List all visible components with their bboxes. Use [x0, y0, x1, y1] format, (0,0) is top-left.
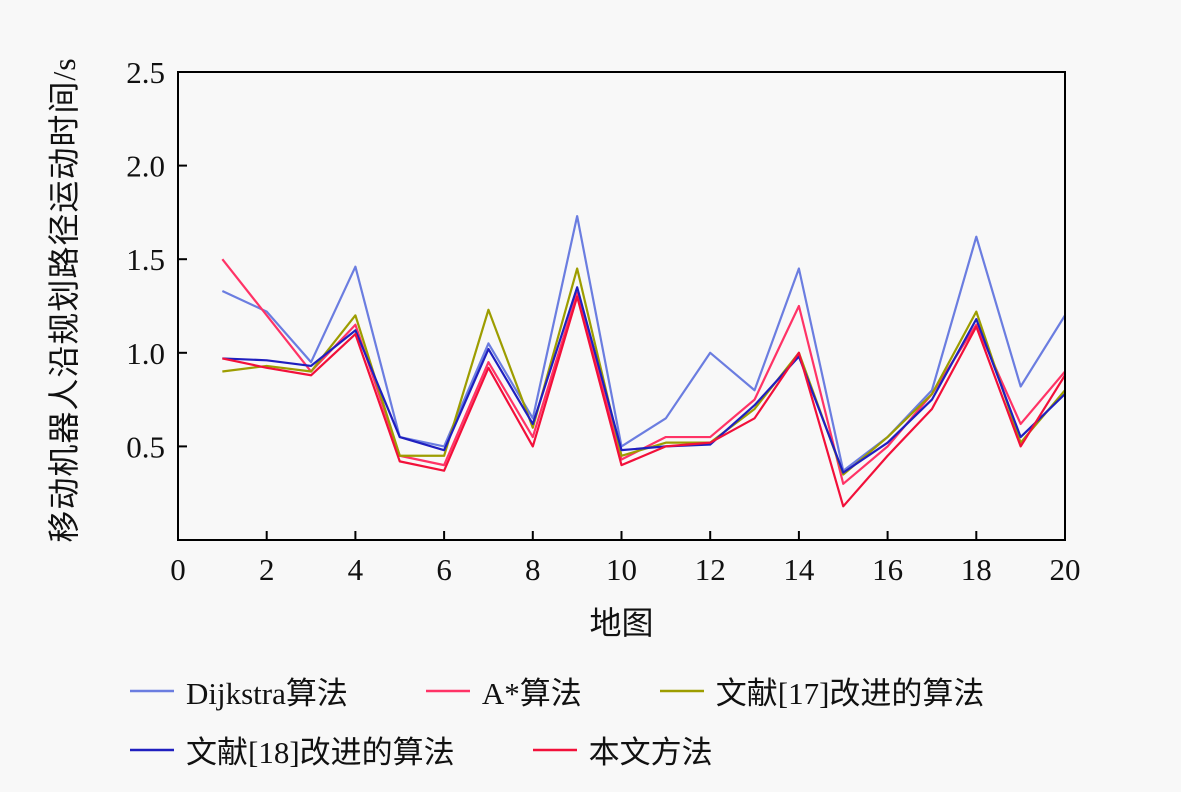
legend-line-swatch [130, 689, 174, 692]
svg-text:12: 12 [695, 552, 726, 587]
plot-area: 0 2 4 6 8 10 12 14 16 18 20 0.5 1.0 1.5 2.0 2.5 [80, 50, 1085, 610]
legend-item-dijkstra: Dijkstra算法 [130, 668, 348, 713]
legend-label: Dijkstra算法 [186, 676, 348, 711]
x-axis-label: 地图 [589, 605, 654, 641]
legend-line-swatch [425, 689, 470, 692]
legend-line-swatch [659, 689, 704, 692]
svg-text:6: 6 [436, 552, 452, 587]
svg-text:2.5: 2.5 [126, 55, 165, 90]
svg-text:4: 4 [348, 552, 364, 587]
svg-text:0.5: 0.5 [126, 429, 165, 464]
svg-text:8: 8 [525, 552, 541, 587]
legend-item-proposed: 本文方法 [532, 727, 713, 772]
legend-item-astar: A*算法 [425, 668, 582, 713]
svg-text:2: 2 [259, 552, 275, 587]
legend-item-ref18: 文献[18]改进的算法 [130, 727, 455, 772]
svg-text:1.0: 1.0 [126, 336, 165, 371]
legend-line-swatch [532, 748, 577, 751]
legend-row-2: 文献[18]改进的算法 本文方法 [130, 727, 1130, 772]
legend-label: 文献[17]改进的算法 [715, 676, 985, 711]
svg-text:0: 0 [170, 552, 186, 587]
svg-text:2.0: 2.0 [126, 149, 165, 184]
legend-item-ref17: 文献[17]改进的算法 [659, 668, 985, 713]
y-axis-label: 移动机器人沿规划路径运动时间/s [46, 57, 82, 543]
legend-label: 本文方法 [588, 735, 713, 770]
svg-text:1.5: 1.5 [126, 242, 165, 277]
legend-label: A*算法 [481, 676, 582, 711]
legend-row-1: Dijkstra算法 A*算法 文献[17]改进的算法 [130, 668, 1130, 713]
svg-text:20: 20 [1050, 552, 1081, 587]
svg-text:16: 16 [872, 552, 903, 587]
svg-text:14: 14 [783, 552, 815, 587]
legend-line-swatch [130, 748, 174, 751]
line-chart-svg: 0 2 4 6 8 10 12 14 16 18 20 0.5 1.0 1.5 2.0 2.5 [126, 55, 1081, 587]
svg-text:18: 18 [961, 552, 992, 587]
legend: Dijkstra算法 A*算法 文献[17]改进的算法 文献[18]改进的 [130, 668, 1130, 772]
legend-label: 文献[18]改进的算法 [186, 735, 455, 770]
svg-text:10: 10 [606, 552, 637, 587]
